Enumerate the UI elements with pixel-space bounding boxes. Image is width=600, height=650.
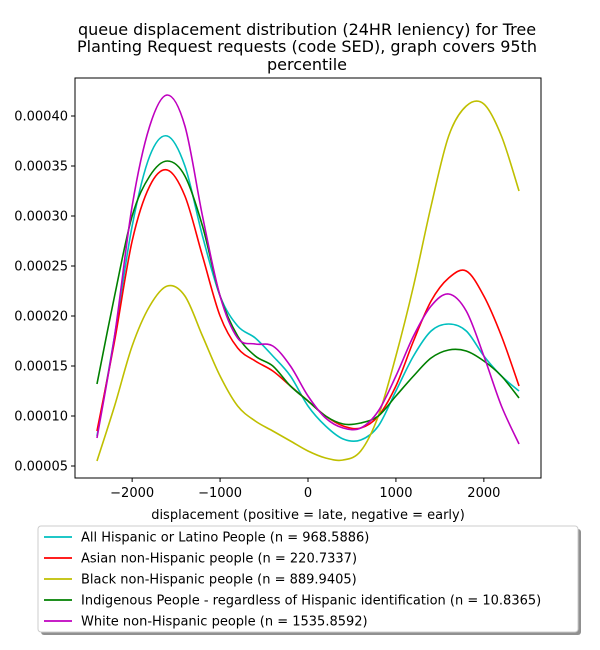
x-tick-label: 2000 [467, 486, 500, 501]
legend-label: White non-Hispanic people (n = 1535.8592… [81, 615, 368, 630]
y-tick-label: 0.00035 [14, 160, 68, 175]
y-tick-label: 0.00030 [14, 210, 68, 225]
title-line-3: percentile [267, 55, 347, 74]
title-line-1: queue displacement distribution (24HR le… [78, 20, 536, 39]
x-tick-label: 1000 [379, 486, 412, 501]
y-tick-label: 0.00020 [14, 310, 68, 325]
legend: All Hispanic or Latino People (n = 968.5… [37, 525, 581, 635]
x-axis-ticks: −2000 −1000 0 1000 2000 [110, 478, 500, 501]
x-tick-label: −2000 [110, 486, 154, 501]
title-line-2: Planting Request requests (code SED), gr… [77, 37, 537, 56]
series-line-3 [96, 100, 520, 462]
legend-entries: All Hispanic or Latino People (n = 968.5… [44, 531, 541, 630]
y-tick-label: 0.00010 [14, 410, 68, 425]
series-line-2 [96, 168, 520, 432]
legend-label: Asian non-Hispanic people (n = 220.7337) [81, 552, 357, 567]
y-tick-label: 0.00025 [14, 260, 68, 275]
legend-box [37, 525, 579, 633]
series-group [96, 94, 520, 462]
y-tick-label: 0.00040 [14, 110, 68, 125]
legend-label: All Hispanic or Latino People (n = 968.5… [81, 531, 369, 546]
chart-title: queue displacement distribution (24HR le… [77, 20, 537, 74]
x-tick-label: 0 [304, 486, 312, 501]
series-line-4 [96, 160, 520, 426]
plot-area-frame [74, 77, 542, 479]
legend-label: Black non-Hispanic people (n = 889.9405) [81, 573, 357, 588]
y-tick-label: 0.00015 [14, 360, 68, 375]
legend-label: Indigenous People - regardless of Hispan… [81, 594, 541, 609]
x-tick-label: −1000 [198, 486, 242, 501]
x-axis-label: displacement (positive = late, negative … [151, 508, 465, 523]
y-tick-label: 0.00005 [14, 460, 68, 475]
y-axis-ticks: 0.00005 0.00010 0.00015 0.00020 0.00025 0.000… [14, 110, 75, 475]
series-line-5 [96, 94, 520, 445]
